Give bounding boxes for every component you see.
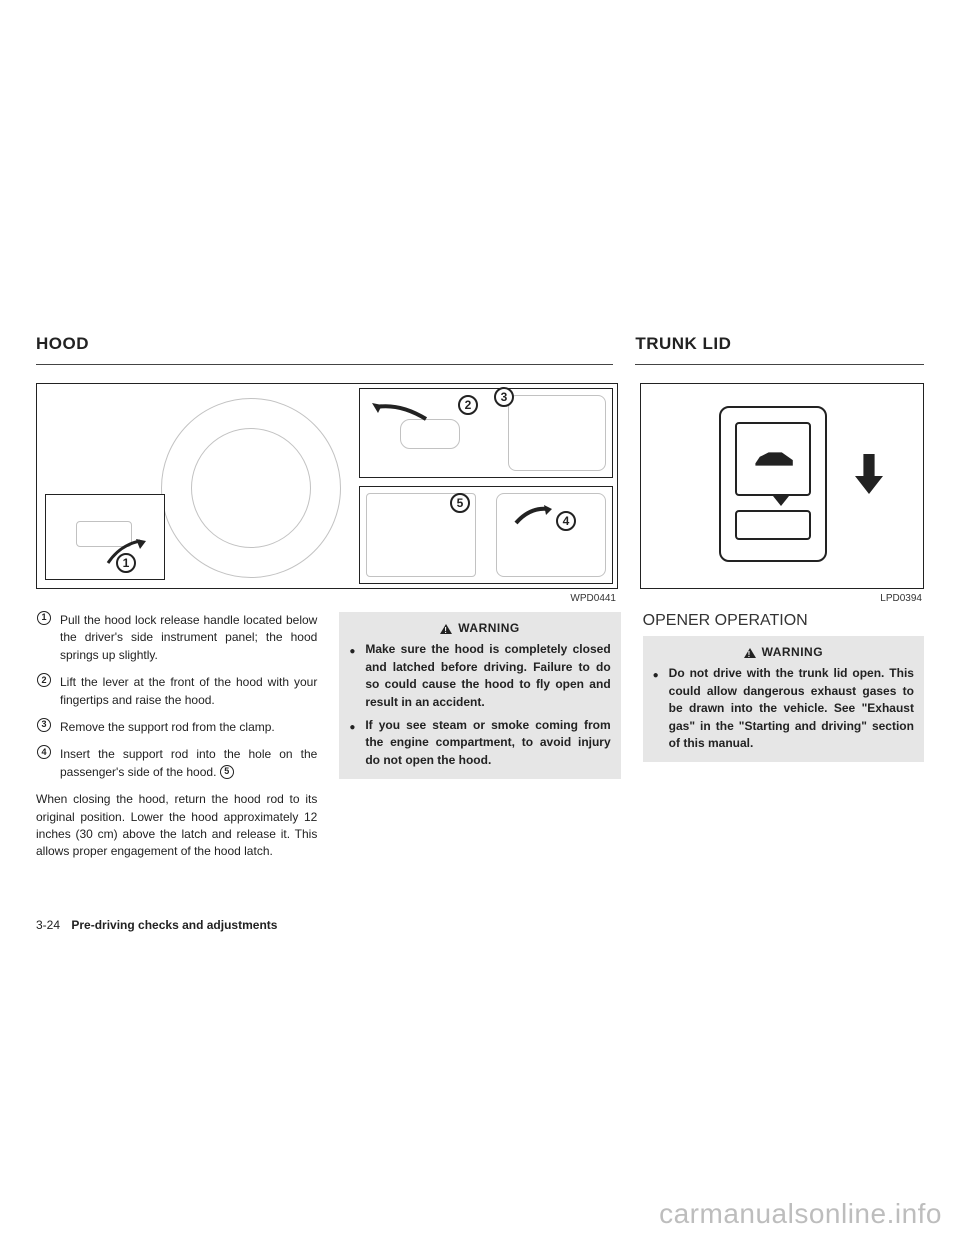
figure-code-hood: WPD0441 bbox=[36, 593, 618, 604]
section-name: Pre-driving checks and adjustments bbox=[71, 918, 277, 932]
hood-warning-item: Make sure the hood is completely closed … bbox=[365, 641, 610, 711]
warning-icon bbox=[744, 648, 756, 658]
hood-warning-box: WARNING Make sure the hood is completely… bbox=[339, 612, 620, 779]
trunk-open-icon bbox=[751, 448, 795, 470]
trunk-release-switch bbox=[719, 406, 827, 562]
page-footer: 3-24 Pre-driving checks and adjustments bbox=[36, 918, 277, 932]
trunk-warning-item: Do not drive with the trunk lid open. Th… bbox=[669, 665, 914, 752]
hood-steps-column: 1 Pull the hood lock release handle loca… bbox=[36, 612, 317, 861]
trunk-subheading: OPENER OPERATION bbox=[643, 612, 924, 630]
hood-warning-column: WARNING Make sure the hood is completely… bbox=[339, 612, 620, 861]
callout-1: 1 bbox=[116, 553, 136, 573]
trunk-column: OPENER OPERATION WARNING Do not drive wi… bbox=[643, 612, 924, 861]
down-arrow-icon bbox=[855, 454, 883, 494]
trunk-figure bbox=[640, 383, 924, 589]
manual-page: HOOD TRUNK LID bbox=[0, 0, 960, 1242]
content: HOOD TRUNK LID bbox=[36, 334, 924, 861]
figure-code-trunk: LPD0394 bbox=[640, 593, 924, 604]
hood-step: 3 Remove the support rod from the clamp. bbox=[36, 719, 317, 736]
callout-5: 5 bbox=[450, 493, 470, 513]
hood-step: 2 Lift the lever at the front of the hoo… bbox=[36, 674, 317, 709]
callout-2: 2 bbox=[458, 395, 478, 415]
page-number: 3-24 bbox=[36, 918, 60, 932]
hood-step: 1 Pull the hood lock release handle loca… bbox=[36, 612, 317, 664]
section-title-trunk: TRUNK LID bbox=[635, 334, 924, 354]
hood-figure: 1 2 3 5 4 bbox=[36, 383, 618, 589]
callout-4: 4 bbox=[556, 511, 576, 531]
callout-3: 3 bbox=[494, 387, 514, 407]
hood-close-paragraph: When closing the hood, return the hood r… bbox=[36, 791, 317, 861]
trunk-warning-box: WARNING Do not drive with the trunk lid … bbox=[643, 636, 924, 762]
hood-warning-item: If you see steam or smoke coming from th… bbox=[365, 717, 610, 769]
watermark: carmanualsonline.info bbox=[659, 1198, 942, 1230]
section-title-hood: HOOD bbox=[36, 334, 613, 354]
hood-step: 4 Insert the support rod into the hole o… bbox=[36, 746, 317, 781]
warning-icon bbox=[440, 624, 452, 634]
